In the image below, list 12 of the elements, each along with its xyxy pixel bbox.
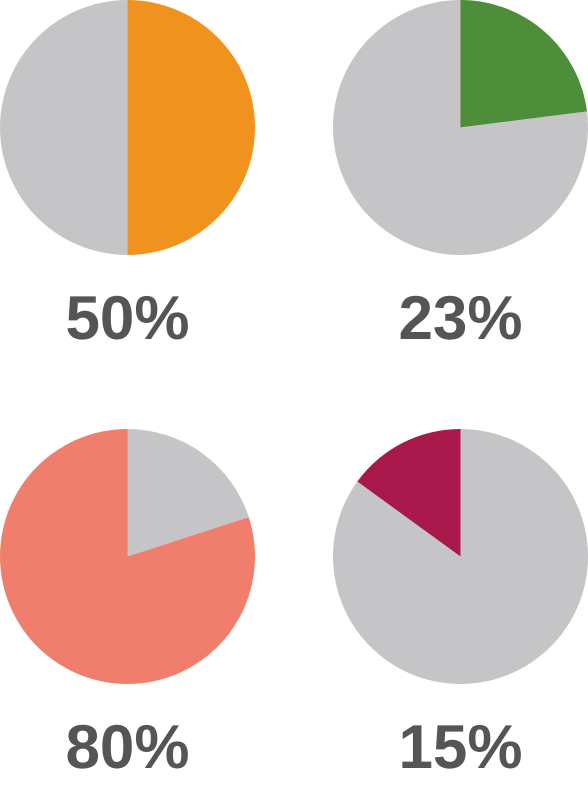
pie-slice — [357, 429, 460, 556]
text: 80% — [65, 713, 190, 782]
pie-slice — [0, 0, 128, 255]
pie-slice — [128, 0, 255, 255]
pie-slice — [128, 429, 249, 556]
pie-slice — [333, 429, 588, 684]
text: 23% — [398, 284, 523, 353]
text: 15% — [398, 713, 523, 782]
text: 50% — [65, 284, 190, 353]
pie-slice — [460, 0, 587, 128]
pie-slice — [333, 0, 588, 255]
pie-slice — [0, 429, 255, 684]
